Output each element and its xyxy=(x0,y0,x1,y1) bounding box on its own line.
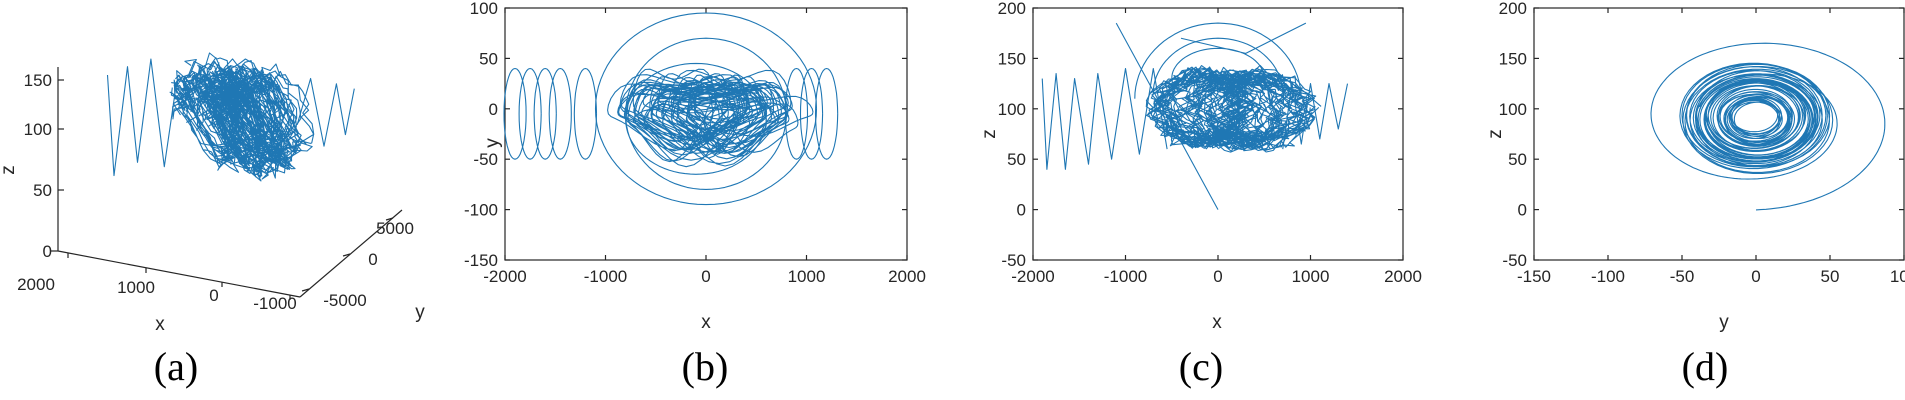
panel-a-z-ticks: 0 50 100 150 xyxy=(24,71,64,261)
y-tick: 100 xyxy=(470,0,498,18)
y-tick: 5000 xyxy=(376,219,414,238)
trajectory-right-zigzag xyxy=(296,77,355,147)
x-tick: 1000 xyxy=(788,267,826,286)
x-tick: -50 xyxy=(1670,267,1695,286)
y-tick: -50 xyxy=(1001,251,1026,270)
y-axis-label: y xyxy=(415,302,425,323)
x-tick: 100 xyxy=(1890,267,1905,286)
y-tick: -5000 xyxy=(323,291,366,310)
trajectory-outer-loops xyxy=(594,12,818,206)
y-tick: 50 xyxy=(1007,150,1026,169)
y-axis-label: z xyxy=(979,129,1000,139)
panel-a-caption: (a) xyxy=(154,344,198,389)
panel-b-ticks: -2000 -1000 0 1000 2000 -150 -100 -50 0 50 100 xyxy=(464,0,926,286)
y-tick: 100 xyxy=(1499,100,1527,119)
panel-d-axes-box xyxy=(1533,7,1905,261)
trajectory-side-loops xyxy=(503,67,839,160)
x-axis-label: x xyxy=(155,314,165,335)
z-tick: 100 xyxy=(24,120,52,139)
trajectory-core xyxy=(607,68,814,168)
panel-b-xy-plot: -2000 -1000 0 1000 2000 -150 -100 -50 0 50 100 x y… xyxy=(464,0,926,389)
y-tick: -150 xyxy=(464,251,498,270)
panel-c-ticks: -2000 -1000 0 1000 2000 -50 0 50 100 150 200 xyxy=(998,0,1422,286)
panel-a-x-ticks: 2000 1000 0 -1000 xyxy=(17,253,297,313)
x-tick: -2000 xyxy=(483,267,526,286)
x-tick: 0 xyxy=(1213,267,1222,286)
x-tick: -1000 xyxy=(1104,267,1147,286)
panel-b-trajectory xyxy=(503,12,839,206)
y-tick: 150 xyxy=(1499,49,1527,68)
y-tick: -50 xyxy=(473,150,498,169)
y-tick: 150 xyxy=(998,49,1026,68)
x-tick: -1000 xyxy=(584,267,627,286)
z-tick: 50 xyxy=(33,181,52,200)
trajectory-core xyxy=(1145,64,1322,153)
x-tick: 0 xyxy=(701,267,710,286)
y-axis-label: z xyxy=(1485,129,1506,139)
x-tick: -2000 xyxy=(1011,267,1054,286)
y-tick: 50 xyxy=(479,49,498,68)
x-axis-label: x xyxy=(701,312,711,333)
y-tick: 0 xyxy=(489,100,498,119)
panel-b-caption: (b) xyxy=(682,344,729,389)
x-tick: 0 xyxy=(209,286,218,305)
y-axis-label: y xyxy=(482,138,503,148)
panel-a-3d-plot: 0 50 100 150 2000 1000 0 -1000 -5000 0 5… xyxy=(0,52,425,389)
trajectory-zigzag xyxy=(1041,67,1168,170)
x-tick: -100 xyxy=(1591,267,1625,286)
y-tick: 0 xyxy=(1017,201,1026,220)
x-tick: 50 xyxy=(1821,267,1840,286)
y-tick: 0 xyxy=(1518,201,1527,220)
panel-c-caption: (c) xyxy=(1179,344,1223,389)
y-tick: 0 xyxy=(368,250,377,269)
y-tick: 100 xyxy=(998,100,1026,119)
panel-d-trajectory xyxy=(1650,42,1886,211)
trajectory-right-zigzag xyxy=(1282,83,1349,150)
x-tick: 2000 xyxy=(1384,267,1422,286)
trajectory-core xyxy=(169,52,315,182)
panel-d-caption: (d) xyxy=(1682,344,1729,389)
panel-a-trajectory xyxy=(106,52,355,182)
panel-d-ticks: -150 -100 -50 0 50 100 -50 0 50 100 150 200 xyxy=(1499,0,1905,286)
x-tick: -150 xyxy=(1517,267,1551,286)
y-tick: -50 xyxy=(1502,251,1527,270)
y-tick: 200 xyxy=(998,0,1026,18)
panel-c-trajectory xyxy=(1041,22,1349,210)
y-tick: 50 xyxy=(1508,150,1527,169)
panel-c-xz-plot: -2000 -1000 0 1000 2000 -50 0 50 100 150 200 x z (… xyxy=(979,0,1422,389)
x-axis-label: x xyxy=(1212,312,1222,333)
y-tick: -100 xyxy=(464,201,498,220)
panel-a-axes xyxy=(50,67,403,298)
x-tick: -1000 xyxy=(253,294,296,313)
trajectory-arcs xyxy=(1115,22,1307,210)
x-tick: 1000 xyxy=(1292,267,1330,286)
x-axis-label: y xyxy=(1719,312,1729,333)
trajectory-left-zigzag xyxy=(106,58,178,177)
x-tick: 2000 xyxy=(17,275,55,294)
z-axis-label: z xyxy=(0,165,19,175)
z-tick: 0 xyxy=(43,242,52,261)
y-tick: 200 xyxy=(1499,0,1527,18)
z-tick: 150 xyxy=(24,71,52,90)
x-tick: 2000 xyxy=(888,267,926,286)
trajectory-spiral xyxy=(1650,42,1886,211)
x-tick: 0 xyxy=(1751,267,1760,286)
panel-d-yz-plot: -150 -100 -50 0 50 100 -50 0 50 100 150 200 y z (d) xyxy=(1485,0,1905,389)
x-tick: 1000 xyxy=(117,278,155,297)
panel-a-y-ticks: -5000 0 5000 xyxy=(301,217,414,310)
